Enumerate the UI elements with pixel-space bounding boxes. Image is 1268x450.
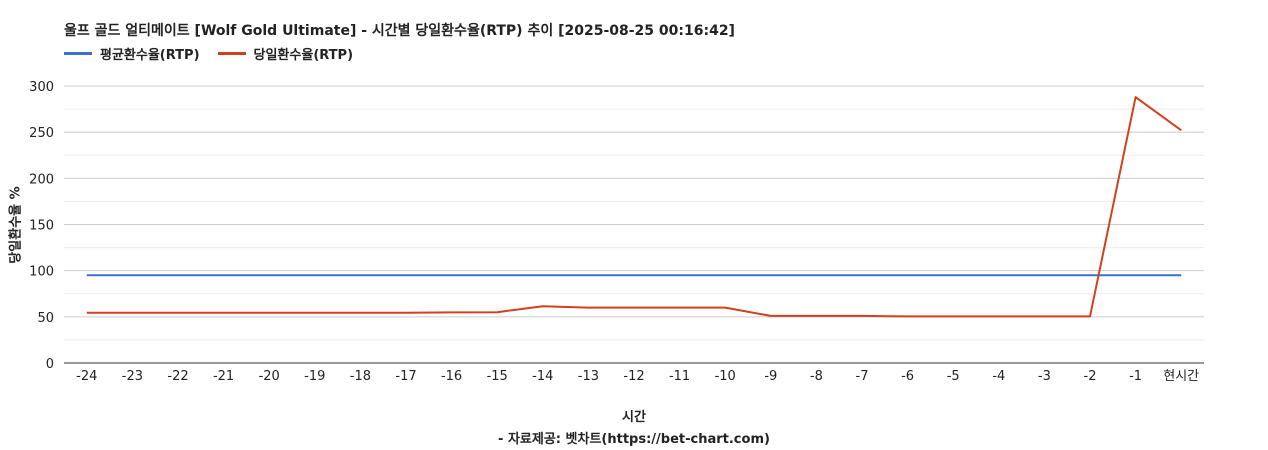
y-tick-label: 300 — [29, 80, 54, 95]
y-tick-label: 150 — [29, 219, 54, 234]
chart-title: 울프 골드 얼티메이트 [Wolf Gold Ultimate] - 시간별 당… — [64, 23, 735, 39]
x-tick-label: -22 — [167, 369, 188, 384]
legend-item-avg[interactable]: 평균환수율(RTP) — [64, 44, 200, 63]
x-tick-label: -2 — [1084, 369, 1097, 384]
x-tick-label: -20 — [259, 369, 280, 384]
x-tick-label: -5 — [947, 369, 960, 384]
y-axis-title: 당일환수율 % — [8, 186, 24, 264]
x-tick-label: -17 — [395, 369, 416, 384]
x-tick-label: -16 — [441, 369, 462, 384]
x-tick-label: -15 — [487, 369, 508, 384]
x-tick-label: -3 — [1038, 369, 1051, 384]
legend-swatch-daily — [217, 52, 246, 55]
y-tick-label: 50 — [37, 311, 54, 326]
x-tick-label: -14 — [532, 369, 553, 384]
x-tick-label: -6 — [901, 369, 914, 384]
x-tick-label: -10 — [715, 369, 736, 384]
x-tick-label: -8 — [810, 369, 823, 384]
x-tick-label: 현시간 — [1163, 369, 1199, 384]
x-tick-label: -1 — [1129, 369, 1142, 384]
legend-swatch-avg — [64, 52, 92, 55]
y-tick-label: 200 — [29, 172, 54, 187]
source-note: - 자료제공: 벳차트(https://bet-chart.com) — [498, 432, 770, 447]
y-tick-label: 0 — [46, 357, 54, 372]
x-tick-label: -12 — [623, 369, 644, 384]
x-tick-label: -18 — [350, 369, 371, 384]
legend: 평균환수율(RTP) 당일환수율(RTP) — [64, 44, 353, 63]
legend-label-daily: 당일환수율(RTP) — [253, 48, 354, 63]
y-tick-label: 100 — [29, 265, 54, 280]
x-tick-label: -21 — [213, 369, 234, 384]
series-line-daily — [86, 96, 1182, 318]
x-tick-label: -11 — [669, 369, 690, 384]
legend-item-daily[interactable]: 당일환수율(RTP) — [217, 44, 354, 63]
y-tick-label: 250 — [29, 126, 54, 141]
x-axis-title: 시간 — [622, 410, 646, 425]
x-tick-label: -24 — [76, 369, 97, 384]
x-tick-label: -19 — [304, 369, 325, 384]
x-tick-label: -13 — [578, 369, 599, 384]
x-tick-label: -23 — [122, 369, 143, 384]
x-tick-label: -7 — [856, 369, 869, 384]
x-tick-label: -4 — [992, 369, 1005, 384]
x-tick-label: -9 — [764, 369, 777, 384]
legend-label-avg: 평균환수율(RTP) — [100, 48, 200, 63]
